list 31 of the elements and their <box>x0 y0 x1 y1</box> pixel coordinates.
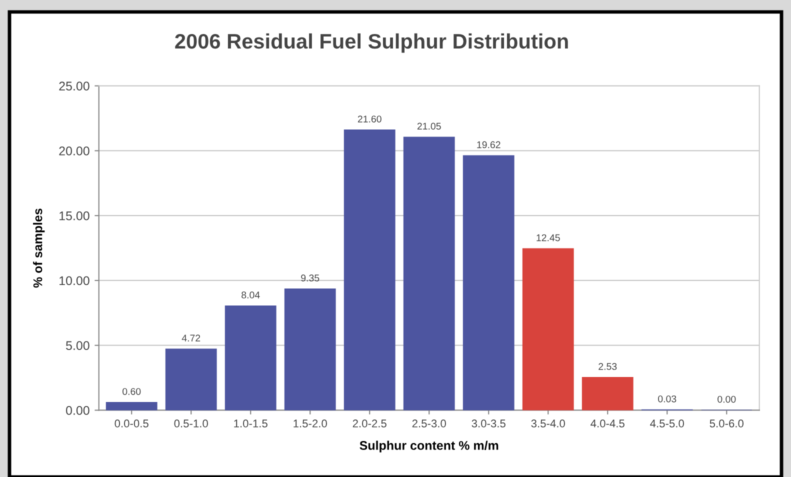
x-tick-label: 0.5-1.0 <box>174 420 208 428</box>
x-tick-label: 0.0-0.5 <box>114 420 148 428</box>
y-tick-label: 15.00 <box>60 211 90 220</box>
chart-title: 2006 Residual Fuel Sulphur Distribution <box>175 33 568 53</box>
data-label: 21.05 <box>417 122 441 130</box>
data-label: 0.03 <box>658 395 676 402</box>
x-tick-label: 4.0-4.5 <box>590 420 624 428</box>
data-label: 9.35 <box>301 274 320 282</box>
data-label: 0.00 <box>718 396 736 403</box>
x-tick-label: 2.0-2.5 <box>352 420 386 428</box>
x-tick-label: 4.5-5.0 <box>650 420 684 428</box>
y-tick-label: 20.00 <box>59 146 90 156</box>
y-tick-label: 0.00 <box>66 406 90 415</box>
y-axis-title: % of samples <box>33 208 45 288</box>
data-label: 2.53 <box>598 363 617 370</box>
x-tick-label: 5.0-6.0 <box>710 420 744 428</box>
data-label: 12.45 <box>536 234 560 242</box>
x-tick-label: 1.5-2.0 <box>294 420 327 428</box>
x-tick-label: 3.5-4.0 <box>531 420 565 428</box>
y-tick-label: 5.00 <box>66 341 90 350</box>
data-label: 21.60 <box>358 116 382 122</box>
x-tick-label: 1.0-1.5 <box>234 420 268 428</box>
x-tick-label: 3.0-3.5 <box>472 420 506 428</box>
data-label: 0.60 <box>122 388 141 395</box>
data-label: 19.62 <box>477 141 500 148</box>
data-label: 4.72 <box>182 334 200 342</box>
y-tick-label: 10.00 <box>60 276 90 286</box>
data-label: 8.04 <box>242 292 260 298</box>
x-tick-label: 2.5-3.0 <box>412 420 446 428</box>
x-axis-title: Sulphur content % m/m <box>360 440 498 452</box>
y-tick-label: 25.00 <box>59 82 90 91</box>
